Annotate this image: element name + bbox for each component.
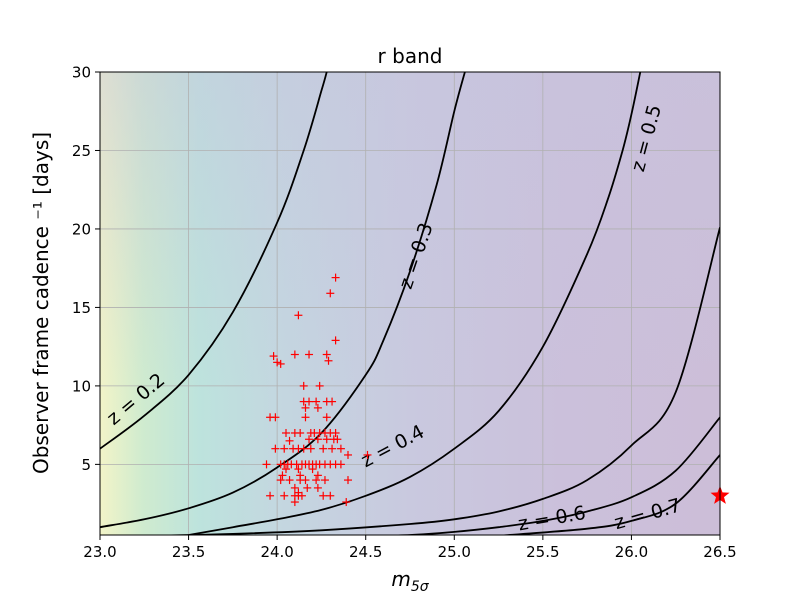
data-point — [336, 460, 345, 469]
x-axis-title: m5σ — [391, 567, 429, 595]
data-point — [271, 413, 280, 422]
data-point — [344, 476, 352, 485]
x-tick-label: 23.5 — [172, 543, 205, 561]
contour-line — [153, 227, 720, 535]
contour-lines — [100, 72, 720, 535]
data-point — [296, 428, 305, 437]
y-tick-label: 5 — [81, 456, 91, 474]
data-point — [320, 476, 329, 485]
y-tick-label: 10 — [72, 377, 91, 395]
data-point — [282, 428, 290, 437]
x-tick-label: 26.5 — [703, 543, 736, 561]
contour-line — [498, 454, 720, 535]
data-points — [262, 273, 372, 507]
contour-line — [188, 72, 642, 535]
y-tick-label: 15 — [72, 299, 91, 317]
x-tick-label: 24.0 — [260, 543, 293, 561]
data-point — [294, 488, 303, 497]
y-tick-label: 30 — [72, 64, 91, 82]
x-tick-label: 23.0 — [83, 543, 116, 561]
data-point — [290, 483, 299, 492]
x-tick-label: 26.0 — [615, 543, 648, 561]
data-point — [331, 428, 340, 437]
data-point — [294, 311, 303, 320]
data-point — [313, 403, 322, 412]
data-point — [328, 397, 337, 406]
data-point — [276, 359, 285, 368]
data-point — [342, 498, 351, 507]
data-point — [273, 358, 282, 367]
data-point — [312, 476, 321, 485]
data-point — [315, 381, 324, 390]
data-point — [344, 450, 352, 459]
x-tick-label: 25.5 — [526, 543, 559, 561]
data-point — [319, 444, 328, 453]
data-point — [312, 397, 321, 406]
y-axis-title: Observer frame cadence ⁻¹ [days] — [29, 132, 53, 474]
data-point — [278, 471, 287, 480]
contour-line — [100, 72, 328, 450]
data-point — [322, 413, 331, 422]
chart-title: r band — [378, 44, 443, 68]
data-point — [313, 471, 322, 480]
data-point — [301, 413, 310, 422]
contour-line — [347, 416, 720, 535]
data-point — [290, 498, 299, 507]
plot-background-shade — [100, 72, 720, 535]
data-point — [306, 444, 315, 453]
y-tick-label: 25 — [72, 142, 91, 160]
x-tick-label: 25.0 — [438, 543, 471, 561]
data-point — [301, 403, 310, 412]
x-axis-title-main: m — [391, 567, 410, 591]
data-point — [313, 483, 322, 492]
data-point — [319, 491, 328, 500]
data-point — [331, 336, 340, 345]
data-point — [290, 350, 299, 359]
data-point — [299, 444, 308, 453]
x-axis-title-sub: 5σ — [411, 579, 430, 595]
data-point — [266, 491, 275, 500]
data-point — [336, 444, 345, 453]
data-point — [276, 476, 285, 485]
data-point — [305, 350, 314, 359]
contour-line — [100, 72, 466, 529]
data-point — [301, 476, 310, 485]
data-point — [303, 483, 312, 492]
data-point — [322, 435, 331, 444]
x-tick-label: 24.5 — [349, 543, 382, 561]
data-point — [326, 491, 335, 500]
data-point — [285, 476, 294, 485]
data-point — [308, 465, 317, 474]
data-point — [269, 352, 278, 361]
data-point — [331, 273, 340, 282]
data-point — [280, 491, 289, 500]
data-point — [285, 436, 294, 445]
data-point — [322, 350, 331, 359]
data-point — [313, 435, 322, 444]
data-point — [280, 444, 289, 453]
plot-area: z = 0.2z = 0.3z = 0.4z = 0.5z = 0.6 z = 0… — [99, 71, 730, 536]
plot-frame — [99, 71, 721, 536]
data-point — [294, 465, 303, 474]
data-point — [271, 444, 280, 453]
data-point — [282, 465, 290, 474]
data-point — [299, 381, 308, 390]
data-point — [305, 435, 314, 444]
data-point — [333, 435, 342, 444]
x-axis: 23.0 23.5 24.0 24.5 25.0 25.5 26.0 26.5 — [83, 535, 737, 561]
y-axis: 5 10 15 20 25 30 — [72, 64, 100, 474]
data-point — [324, 356, 333, 365]
data-point — [326, 289, 335, 298]
data-point — [262, 460, 271, 469]
data-point — [305, 397, 314, 406]
data-point — [328, 444, 337, 453]
data-point — [363, 450, 372, 459]
y-tick-label: 20 — [72, 220, 91, 238]
